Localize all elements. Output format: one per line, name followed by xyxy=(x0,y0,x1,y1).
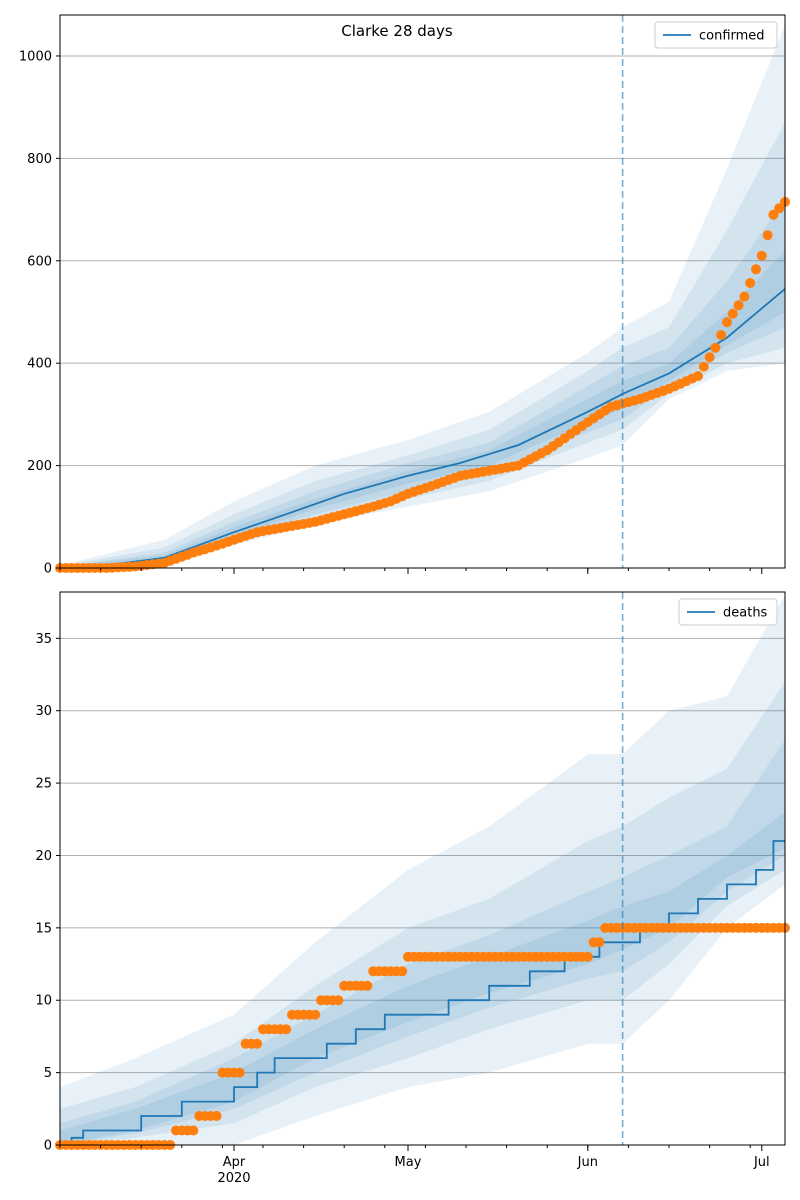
y-tick-label: 20 xyxy=(35,849,52,864)
confirmed-chart: 0 200 400 600 800 1000 confirmed xyxy=(19,14,790,577)
plot-frame xyxy=(59,14,786,569)
observed-point xyxy=(310,1009,321,1020)
observed-point xyxy=(281,1024,292,1035)
observed-point xyxy=(211,1111,222,1121)
observed-point xyxy=(722,317,732,328)
observed-point xyxy=(594,937,605,948)
observed-point xyxy=(397,966,408,977)
observed-point xyxy=(768,209,779,220)
x-tick-label: Jun xyxy=(577,1155,598,1170)
legend-label: deaths xyxy=(723,606,768,621)
legend xyxy=(678,598,778,626)
observed-point xyxy=(362,980,373,991)
uncertainty-band xyxy=(60,25,785,568)
legend-label: confirmed xyxy=(699,29,765,44)
y-tick-label: 1000 xyxy=(19,49,52,64)
observed-point xyxy=(739,291,750,302)
y-tick-label: 0 xyxy=(44,1139,52,1154)
observed-point xyxy=(751,264,761,275)
observed-point xyxy=(188,1125,199,1136)
observed-point xyxy=(733,300,744,311)
observed-point xyxy=(252,1038,263,1049)
observed-point xyxy=(582,951,593,962)
x-tick-label: May xyxy=(395,1155,422,1170)
deaths-line xyxy=(60,840,785,1146)
uncertainty-band xyxy=(60,122,785,568)
uncertainty-band xyxy=(60,681,785,1145)
confirmed-line xyxy=(59,288,786,569)
observed-point xyxy=(762,230,773,241)
legend xyxy=(654,21,778,49)
observed-point xyxy=(698,361,709,372)
y-tick-label: 35 xyxy=(35,632,52,647)
y-tick-label: 10 xyxy=(35,994,52,1009)
observed-point xyxy=(745,278,756,288)
y-tick-label: 0 xyxy=(44,562,52,577)
x-tick-label: Apr xyxy=(223,1155,246,1170)
y-tick-label: 15 xyxy=(35,921,52,936)
observed-point xyxy=(704,352,715,363)
observed-point xyxy=(756,250,767,261)
y-tick-label: 600 xyxy=(27,254,52,269)
figure-title: Clarke 28 days xyxy=(341,22,453,40)
uncertainty-band xyxy=(60,199,785,569)
x-tick-label: Jul xyxy=(753,1155,770,1170)
observed-point xyxy=(716,330,727,340)
uncertainty-band xyxy=(60,594,785,1145)
observed-point xyxy=(333,995,344,1006)
x-tick-sublabel: 2020 xyxy=(217,1171,250,1186)
observed-point xyxy=(727,308,738,319)
y-tick-label: 400 xyxy=(27,357,52,372)
uncertainty-band xyxy=(60,812,785,1145)
plot-frame xyxy=(59,591,786,1146)
observed-point xyxy=(234,1067,245,1078)
observed-point xyxy=(774,203,785,214)
observed-point xyxy=(693,371,703,381)
y-tick-label: 800 xyxy=(27,152,52,167)
y-tick-label: 25 xyxy=(35,777,52,792)
observed-point xyxy=(710,342,721,353)
y-tick-label: 5 xyxy=(44,1066,52,1081)
y-tick-label: 30 xyxy=(35,704,52,719)
y-tick-label: 200 xyxy=(27,459,52,474)
